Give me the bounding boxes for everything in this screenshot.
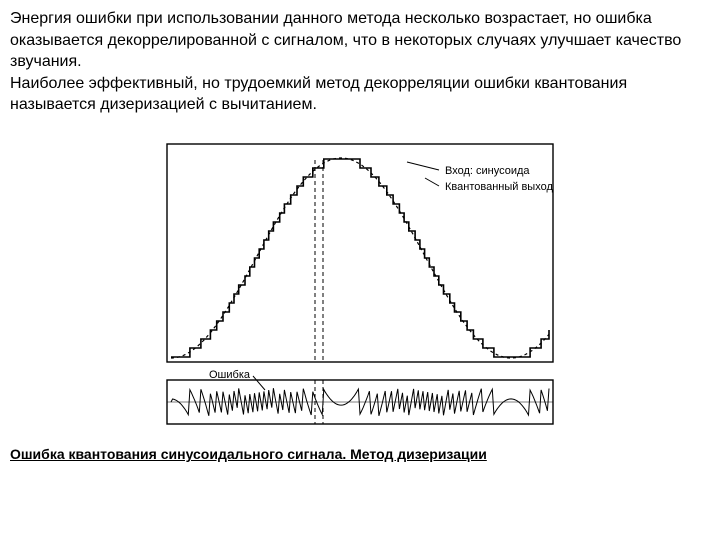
- svg-text:Квантованный выход: Квантованный выход: [445, 181, 553, 193]
- svg-text:Вход: синусоида: Вход: синусоида: [445, 165, 530, 177]
- svg-text:Ошибка: Ошибка: [209, 369, 251, 381]
- body-paragraph: Энергия ошибки при использовании данного…: [10, 8, 710, 116]
- quantization-figure: Вход: синусоида Квантованный выход Ошибка: [125, 140, 595, 430]
- figure-caption: Ошибка квантования синусоидального сигна…: [10, 446, 710, 462]
- figure-container: Вход: синусоида Квантованный выход Ошибка: [10, 140, 710, 430]
